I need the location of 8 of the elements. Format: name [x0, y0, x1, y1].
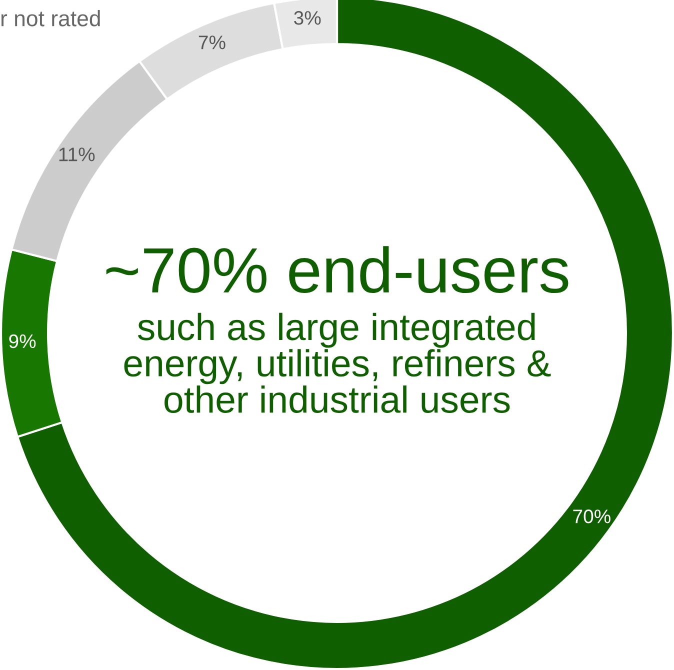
data-label: 70% — [573, 510, 610, 524]
data-label: 11% — [59, 148, 95, 162]
text: such as large integrated energy, utilities, refiners & other industrial users — [124, 312, 551, 413]
data-label: 9% — [9, 334, 36, 348]
data-label: 7% — [198, 36, 226, 50]
text: ~70% end-users — [106, 246, 568, 294]
data-label: 3% — [294, 11, 321, 25]
text: r not rated — [1, 10, 100, 26]
